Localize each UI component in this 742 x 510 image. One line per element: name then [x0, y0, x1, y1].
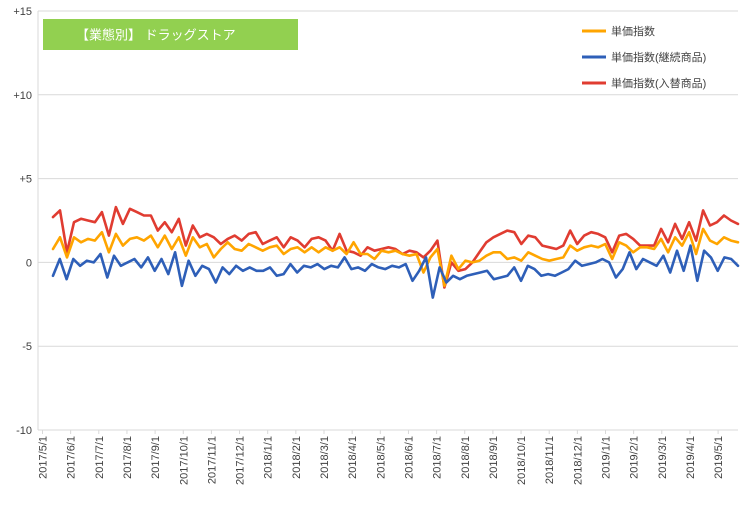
x-tick-label: 2018/12/1: [572, 436, 584, 485]
x-tick-label: 2017/7/1: [94, 436, 106, 479]
x-tick-label: 2018/1/1: [263, 436, 275, 479]
x-tick-label: 2017/8/1: [122, 436, 134, 479]
x-tick-label: 2018/11/1: [544, 436, 556, 484]
x-tick-label: 2018/3/1: [319, 436, 331, 479]
y-tick-label: -10: [16, 425, 32, 437]
y-tick-label: +10: [13, 90, 32, 102]
x-axis-ticks: 2017/5/1 2017/6/1 2017/7/1 2017/8/1 2017/9/1…: [38, 430, 725, 485]
x-tick-label: 2018/7/1: [432, 436, 444, 479]
legend: 単価指数 単価指数(継続商品) 単価指数(入替商品): [582, 24, 706, 90]
series-lines: [51, 205, 740, 299]
x-tick-label: 2017/5/1: [38, 436, 50, 479]
x-tick-label: 2018/4/1: [347, 436, 359, 479]
x-tick-label: 2017/12/1: [235, 436, 247, 485]
x-tick-label: 2018/8/1: [460, 436, 472, 479]
x-tick-label: 2017/10/1: [178, 436, 190, 485]
x-tick-label: 2019/3/1: [657, 436, 669, 479]
y-tick-label: -5: [22, 341, 32, 353]
y-tick-label: +5: [19, 174, 32, 186]
series-line-2: [51, 205, 740, 289]
x-tick-label: 2018/2/1: [291, 436, 303, 479]
grid-lines: [37, 10, 738, 431]
x-tick-label: 2019/4/1: [685, 436, 697, 479]
x-tick-label: 2018/10/1: [516, 436, 528, 485]
chart-title-box: 【業態別】 ドラッグストア: [43, 19, 298, 50]
series-line-1: [51, 244, 740, 299]
x-tick-label: 2019/1/1: [601, 436, 613, 479]
x-tick-label: 2018/9/1: [488, 436, 500, 479]
x-tick-label: 2017/6/1: [66, 436, 78, 479]
x-tick-label: 2019/2/1: [629, 436, 641, 479]
legend-label-2: 単価指数(入替商品): [611, 76, 706, 90]
x-tick-label: 2018/6/1: [403, 436, 415, 479]
x-tick-label: 2018/5/1: [375, 436, 387, 479]
y-tick-label: 0: [26, 257, 32, 269]
series-line-0: [51, 227, 740, 288]
y-axis-ticks: +15 +10 +5 0 -5 -10: [13, 6, 32, 437]
x-tick-label: 2019/5/1: [713, 436, 725, 479]
y-tick-label: +15: [13, 6, 32, 18]
chart-title: 【業態別】 ドラッグストア: [76, 28, 236, 43]
legend-label-0: 単価指数: [611, 24, 655, 38]
x-tick-label: 2017/11/1: [206, 436, 218, 484]
legend-label-1: 単価指数(継続商品): [611, 50, 706, 64]
x-tick-label: 2017/9/1: [150, 436, 162, 479]
